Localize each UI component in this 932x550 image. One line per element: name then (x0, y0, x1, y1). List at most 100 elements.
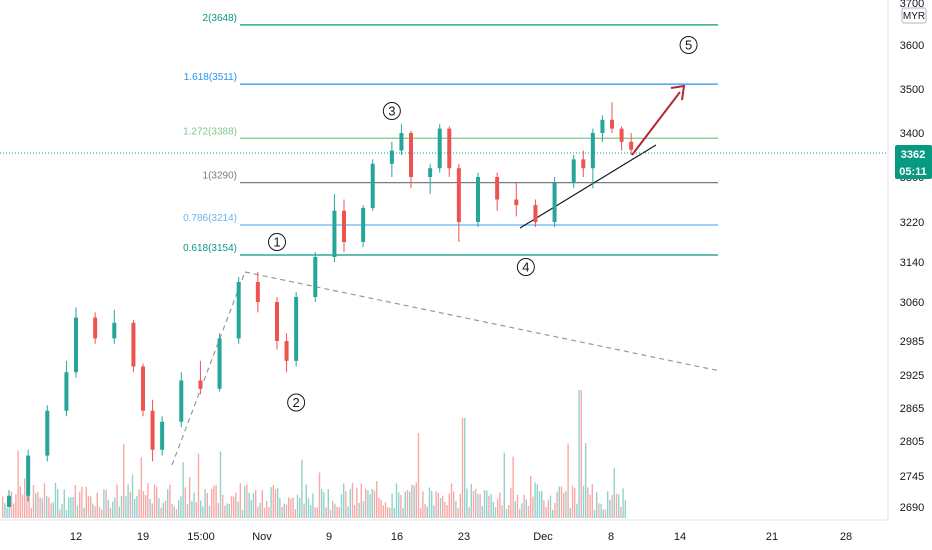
price-axis[interactable]: MYR 370036003500340033003220314030602985… (887, 0, 932, 520)
volume-bar (406, 490, 409, 518)
volume-bar (118, 506, 120, 518)
price-tick-label: 3140 (900, 257, 924, 269)
volume-bar (294, 509, 296, 518)
volume-bar (112, 501, 114, 518)
wave-label-circle (268, 233, 286, 251)
time-tick-label: 16 (391, 531, 403, 543)
candle-body (610, 119, 614, 129)
volume-bars (2, 390, 626, 518)
volume-bar (277, 488, 279, 518)
volume-bar (259, 502, 261, 518)
volume-bar (142, 491, 145, 518)
volume-bar (354, 505, 356, 518)
volume-bar (497, 498, 499, 518)
volume-bar (222, 494, 224, 518)
candle-body (456, 168, 461, 222)
volume-bar (472, 491, 475, 518)
volume-bar (200, 500, 202, 518)
volume-bar (160, 507, 162, 518)
time-axis[interactable]: 12 19 15:00 Nov 9 16 23 Dec 8 14 21 28 (0, 519, 888, 543)
volume-bar (380, 499, 382, 518)
candle-body (275, 302, 279, 341)
volume-bar (54, 482, 57, 518)
volume-bar (39, 497, 41, 518)
volume-bar (503, 452, 505, 518)
volume-bar (83, 507, 85, 518)
volume-bar (494, 507, 497, 518)
time-tick-label: 12 (70, 531, 82, 543)
volume-bar (314, 507, 316, 518)
volume-bar (578, 390, 580, 518)
volume-bar (433, 505, 435, 518)
volume-bar (448, 493, 450, 518)
volume-bar (490, 494, 492, 518)
volume-bar (560, 486, 563, 518)
volume-bar (131, 474, 134, 518)
volume-bar (180, 496, 182, 518)
volume-bar (41, 498, 43, 518)
volume-bar (369, 494, 371, 518)
volume-bar (92, 503, 94, 518)
candle-body (64, 372, 69, 411)
candle-body (45, 410, 50, 456)
candle-body (389, 150, 394, 164)
candle-body (160, 421, 165, 450)
volume-bar (602, 509, 604, 518)
volume-bar (195, 502, 197, 518)
candle-body (619, 128, 624, 142)
price-axis-background (888, 0, 932, 520)
volume-bar (483, 490, 486, 518)
candle-body (313, 257, 318, 297)
fib-level-label: 2(3648) (203, 13, 237, 24)
price-tick-label: 2690 (900, 502, 924, 514)
wave-label-text: 1 (273, 235, 280, 250)
currency-badge[interactable] (901, 7, 927, 24)
volume-bar (336, 506, 338, 518)
volume-bar (6, 507, 8, 518)
wave-label-text: 5 (685, 38, 692, 53)
volume-bar (52, 502, 54, 518)
volume-bar (272, 485, 274, 518)
volume-bar (147, 483, 149, 518)
price-tick-label: 3500 (900, 84, 924, 96)
volume-bar (371, 489, 373, 518)
volume-bar (505, 509, 508, 518)
wave-label-text: 2 (293, 395, 300, 410)
volume-bar (285, 504, 288, 518)
volume-bar (475, 488, 477, 518)
volume-bar (563, 492, 565, 518)
volume-bar (391, 493, 393, 518)
volume-bar (98, 506, 101, 518)
volume-bar (274, 489, 277, 518)
volume-bar (184, 487, 186, 518)
volume-bar (120, 496, 123, 518)
volume-bar (233, 496, 235, 518)
volume-bar (459, 493, 461, 518)
volume-bar (193, 492, 195, 518)
candle-body (600, 119, 605, 133)
volume-bar (501, 505, 503, 518)
volume-bar (338, 507, 340, 518)
candle-body (447, 128, 452, 169)
volume-bar (96, 492, 98, 518)
trend-drawings (171, 84, 721, 466)
volume-bar (395, 483, 398, 518)
candle-body (179, 380, 184, 422)
volume-bar (457, 508, 459, 518)
volume-bar (400, 495, 402, 518)
candle-body (361, 207, 366, 242)
candle-body (93, 317, 98, 339)
last-price-countdown: 05:11 (899, 166, 927, 178)
volume-bar (378, 497, 380, 518)
volume-bar (197, 453, 200, 518)
volume-bar (591, 484, 593, 518)
volume-bar (182, 462, 184, 518)
volume-bar (547, 500, 549, 518)
volume-bar (420, 508, 422, 518)
volume-bar (70, 497, 72, 518)
volume-bar (530, 475, 532, 518)
volume-bar (68, 497, 70, 518)
volume-bar (552, 509, 554, 518)
